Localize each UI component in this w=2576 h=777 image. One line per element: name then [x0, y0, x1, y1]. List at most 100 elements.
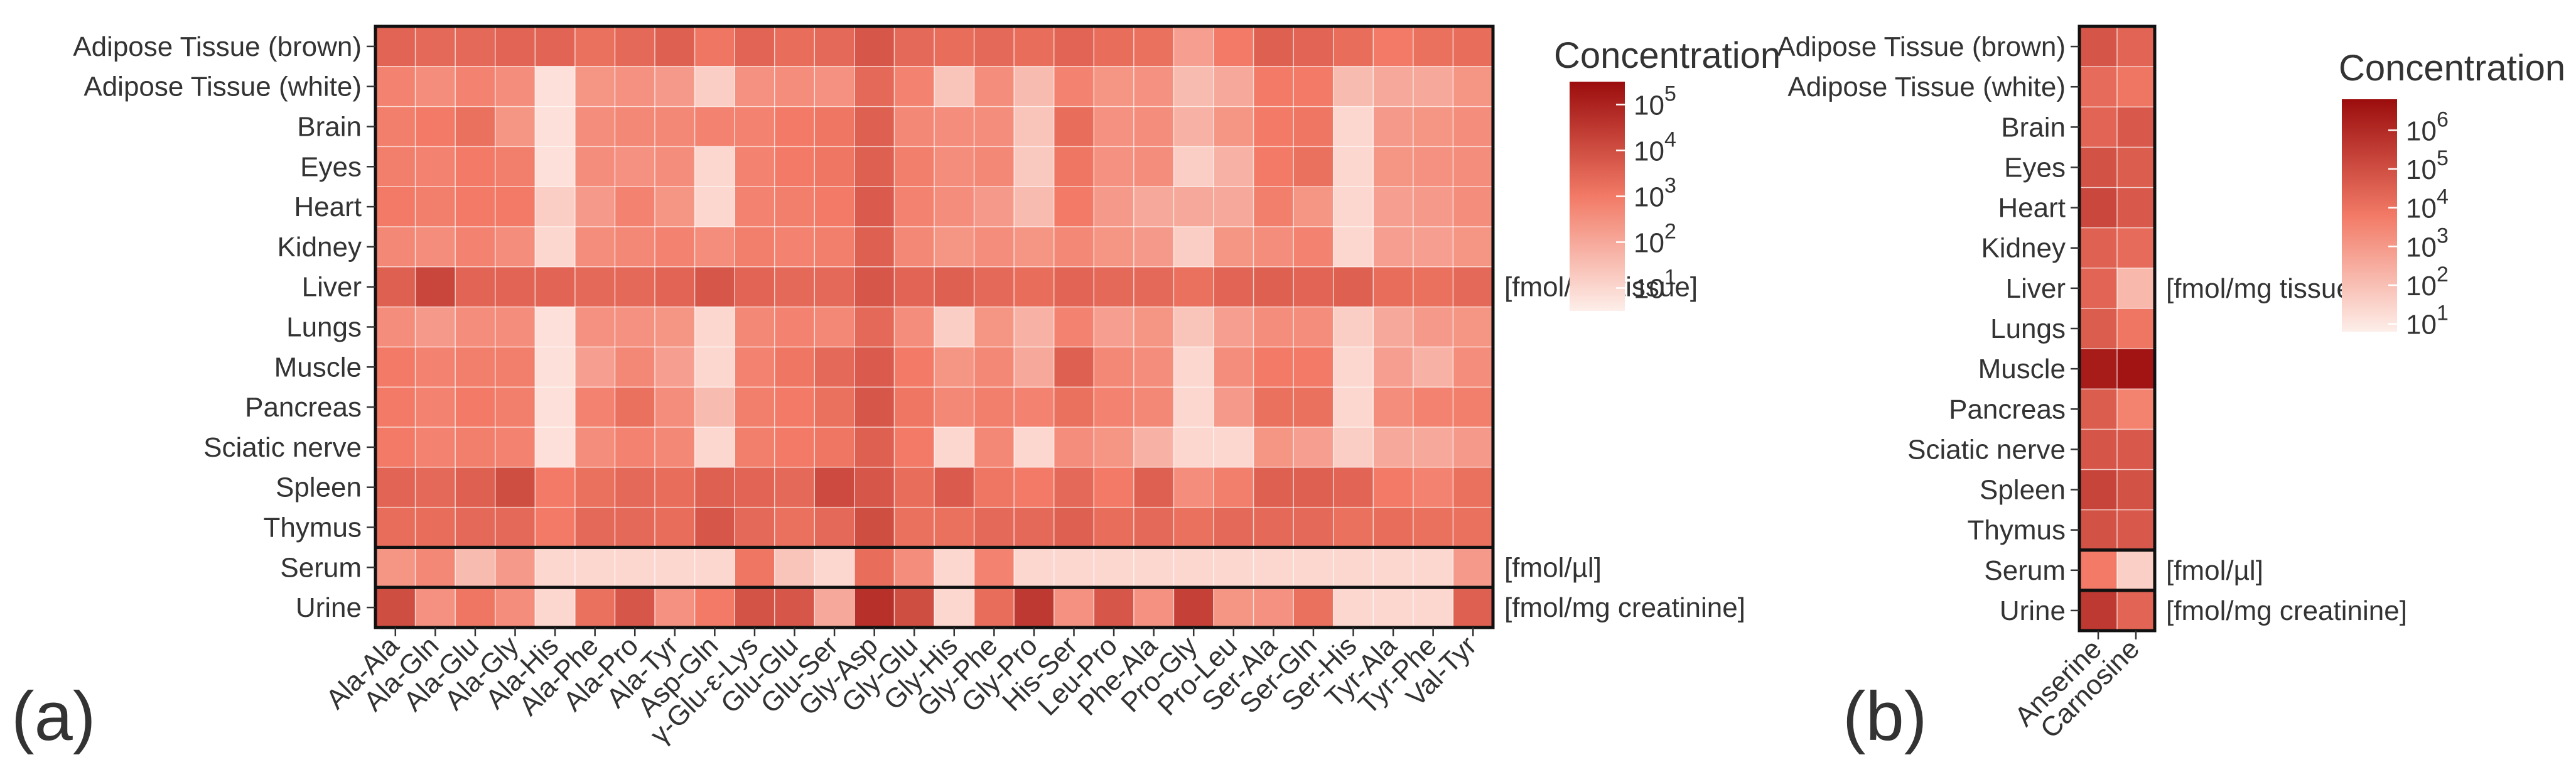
heatmap-cell: [1253, 467, 1294, 508]
heatmap-cell: [854, 106, 895, 147]
heatmap-cell: [535, 387, 576, 428]
heatmap-cell: [495, 347, 536, 388]
heatmap-cell: [375, 66, 416, 107]
heatmap-cell: [495, 146, 536, 187]
heatmap-cell: [1014, 266, 1055, 308]
heatmap-cell: [1333, 547, 1374, 588]
heatmap-cell: [415, 187, 456, 227]
heatmap-cell: [1094, 227, 1134, 268]
heatmap-cell: [495, 507, 536, 548]
heatmap-cell: [1054, 587, 1094, 628]
heatmap-cell: [415, 66, 456, 107]
heatmap-cell: [735, 467, 775, 508]
heatmap-cell: [1453, 547, 1494, 588]
heatmap-b-row-labels: Adipose Tissue (brown) Adipose Tissue (wh…: [1777, 31, 2079, 626]
heatmap-cell: [814, 347, 855, 388]
row-label-adipose-tissue-brown: Adipose Tissue (brown): [73, 31, 362, 62]
heatmap-cell: [1094, 507, 1134, 548]
heatmap-cell: [774, 266, 815, 308]
heatmap-cell: [1173, 26, 1214, 67]
heatmap-cell: [1133, 187, 1175, 227]
heatmap-cell: [1014, 507, 1055, 548]
heatmap-cell: [694, 307, 735, 347]
heatmap-cell: [894, 427, 935, 468]
heatmap-cell: [814, 187, 855, 227]
unit-label: [fmol/µl]: [1504, 552, 1602, 583]
heatmap-cell: [1453, 227, 1494, 268]
heatmap-cell: [1094, 547, 1134, 588]
heatmap-cell: [735, 66, 775, 107]
heatmap-cell: [375, 307, 416, 347]
heatmap-cell: [615, 266, 655, 308]
heatmap-a-cells: [375, 26, 1494, 628]
heatmap-cell: [694, 347, 735, 388]
heatmap-cell: [1133, 307, 1175, 347]
heatmap-cell: [1173, 266, 1214, 308]
heatmap-cell: [774, 106, 815, 147]
heatmap-cell: [535, 146, 576, 187]
heatmap-cell: [934, 587, 975, 628]
heatmap-cell: [375, 547, 416, 588]
heatmap-cell: [694, 187, 735, 227]
row-label-thymus: Thymus: [264, 513, 362, 543]
heatmap-cell: [1293, 227, 1334, 268]
heatmap-cell: [1133, 66, 1175, 107]
heatmap-cell: [2117, 349, 2155, 389]
heatmap-cell: [574, 26, 616, 67]
heatmap-cell: [1293, 66, 1334, 107]
heatmap-cell: [735, 106, 775, 147]
heatmap-cell: [1333, 66, 1374, 107]
row-label-muscle: Muscle: [274, 352, 362, 383]
heatmap-cell: [1293, 387, 1334, 428]
heatmap-cell: [1253, 347, 1294, 388]
heatmap-cell: [1054, 507, 1094, 548]
unit-label: [fmol/µl]: [2166, 555, 2263, 586]
heatmap-cell: [1373, 266, 1414, 308]
heatmap-cell: [655, 547, 696, 588]
heatmap-cell: [2117, 389, 2155, 430]
heatmap-cell: [455, 547, 496, 588]
heatmap-cell: [495, 547, 536, 588]
heatmap-cell: [1094, 307, 1134, 347]
heatmap-cell: [1173, 507, 1214, 548]
heatmap-cell: [615, 347, 655, 388]
heatmap-cell: [455, 347, 496, 388]
heatmap-cell: [495, 266, 536, 308]
legend-tick-label: 106: [2406, 107, 2449, 146]
heatmap-cell: [894, 587, 935, 628]
heatmap-cell: [1253, 227, 1294, 268]
heatmap-cell: [615, 106, 655, 147]
heatmap-cell: [1133, 106, 1175, 147]
heatmap-cell: [1014, 146, 1055, 187]
heatmap-cell: [814, 427, 855, 468]
legend-tick-label: 103: [2406, 224, 2449, 263]
heatmap-cell: [934, 187, 975, 227]
heatmap-cell: [974, 587, 1015, 628]
heatmap-cell: [1054, 266, 1094, 308]
row-label-heart: Heart: [1998, 193, 2066, 224]
heatmap-cell: [1173, 387, 1214, 428]
heatmap-cell: [814, 307, 855, 347]
heatmap-cell: [1413, 106, 1454, 147]
heatmap-cell: [2079, 349, 2118, 389]
heatmap-cell: [455, 146, 496, 187]
heatmap-cell: [615, 26, 655, 67]
heatmap-cell: [1014, 26, 1055, 67]
heatmap-cell: [735, 587, 775, 628]
heatmap-cell: [1293, 347, 1334, 388]
heatmap-cell: [495, 587, 536, 628]
heatmap-cell: [455, 427, 496, 468]
heatmap-cell: [934, 507, 975, 548]
heatmap-cell: [615, 507, 655, 548]
heatmap-cell: [1014, 187, 1055, 227]
heatmap-cell: [1333, 307, 1374, 347]
heatmap-cell: [1094, 146, 1134, 187]
heatmap-cell: [1413, 66, 1454, 107]
heatmap-cell: [934, 146, 975, 187]
heatmap-cell: [375, 427, 416, 468]
row-label-urine: Urine: [2000, 595, 2066, 626]
heatmap-cell: [974, 507, 1015, 548]
heatmap-cell: [1453, 187, 1494, 227]
heatmap-cell: [615, 307, 655, 347]
